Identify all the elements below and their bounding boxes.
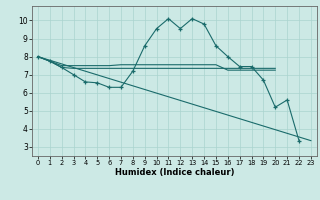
X-axis label: Humidex (Indice chaleur): Humidex (Indice chaleur) (115, 168, 234, 177)
